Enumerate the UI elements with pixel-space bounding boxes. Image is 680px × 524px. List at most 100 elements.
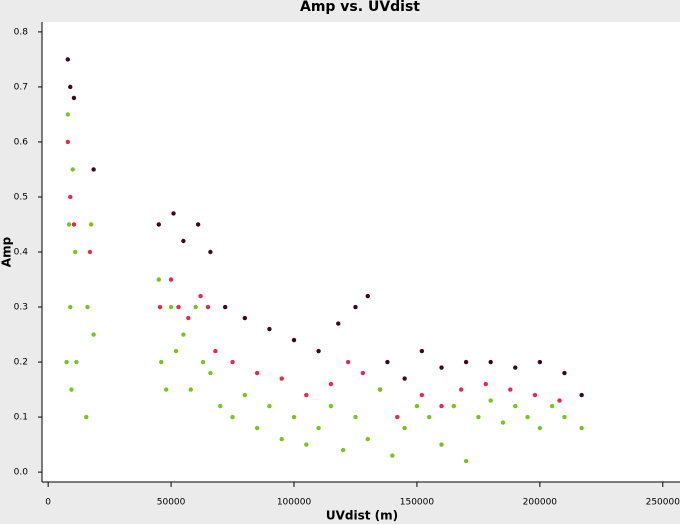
y-tick-label: 0.7	[14, 82, 28, 92]
data-point	[402, 376, 407, 381]
data-point	[439, 365, 444, 370]
data-point	[328, 403, 334, 409]
data-point	[562, 414, 567, 420]
data-point	[205, 304, 211, 310]
data-point	[193, 304, 198, 310]
x-tick-label: 50000	[157, 498, 186, 508]
data-point	[390, 453, 395, 458]
data-point	[500, 420, 506, 425]
data-point	[579, 425, 584, 431]
data-point	[242, 392, 248, 398]
data-point	[414, 403, 420, 409]
data-point	[513, 403, 518, 409]
data-point	[168, 304, 174, 310]
data-point	[365, 293, 370, 299]
data-point	[168, 277, 174, 282]
data-point	[451, 403, 457, 409]
x-tick-label: 150000	[400, 498, 435, 508]
data-point	[66, 222, 72, 227]
data-point	[557, 398, 562, 403]
data-point	[395, 414, 400, 420]
data-point	[65, 112, 71, 117]
data-point	[68, 84, 73, 90]
data-point	[267, 326, 272, 332]
x-tick-label: 100000	[277, 498, 312, 508]
data-point	[353, 304, 358, 310]
data-point	[360, 370, 366, 376]
data-point	[213, 348, 218, 354]
data-point	[64, 359, 69, 365]
data-point	[537, 425, 543, 431]
data-point	[156, 222, 161, 227]
data-point	[463, 359, 469, 365]
data-point	[69, 387, 74, 392]
data-point	[186, 315, 191, 321]
data-point	[181, 332, 186, 337]
data-point	[68, 304, 73, 310]
data-point	[483, 381, 488, 387]
data-point	[163, 387, 169, 392]
data-point	[198, 293, 203, 299]
data-point	[549, 403, 555, 409]
data-point	[304, 442, 309, 447]
data-point	[72, 249, 78, 255]
data-point	[68, 194, 73, 200]
y-tick-label: 0.8	[14, 27, 29, 37]
data-point	[291, 414, 297, 420]
y-tick-label: 0.0	[14, 468, 29, 478]
data-point	[70, 167, 75, 172]
data-point	[508, 387, 513, 392]
data-point	[157, 304, 163, 310]
data-point	[340, 447, 346, 453]
data-point	[488, 359, 493, 365]
data-point	[513, 365, 518, 370]
data-point	[71, 222, 77, 227]
y-axis-label: Amp	[0, 236, 14, 267]
data-point	[488, 398, 493, 403]
data-point	[85, 304, 90, 310]
x-axis-label: UVdist (m)	[326, 509, 398, 523]
data-point	[532, 392, 538, 398]
data-point	[419, 348, 425, 354]
data-point	[427, 414, 432, 420]
data-point	[200, 359, 206, 365]
data-point	[439, 442, 444, 447]
data-point	[463, 458, 469, 464]
data-point	[65, 57, 71, 62]
data-point	[385, 359, 390, 365]
data-point	[458, 387, 464, 392]
data-point	[181, 238, 186, 244]
data-point	[267, 403, 272, 409]
data-point	[316, 425, 321, 431]
data-point	[91, 332, 96, 337]
data-point	[254, 425, 260, 431]
data-point	[156, 277, 161, 282]
x-tick-label: 0	[45, 498, 51, 508]
data-point	[159, 359, 164, 365]
data-point	[230, 359, 235, 365]
data-point	[173, 348, 179, 354]
data-point	[279, 436, 284, 442]
data-point	[91, 167, 96, 172]
y-tick-label: 0.6	[14, 137, 29, 147]
data-point	[171, 211, 176, 216]
data-point	[222, 304, 228, 310]
data-point	[88, 222, 94, 227]
data-point	[336, 321, 341, 326]
y-tick-label: 0.1	[14, 413, 28, 423]
data-point	[525, 414, 530, 420]
data-point	[279, 376, 284, 381]
chart-title: Amp vs. UVdist	[300, 0, 420, 15]
data-point	[291, 337, 297, 343]
data-point	[71, 95, 77, 101]
data-point	[377, 387, 383, 392]
data-point	[242, 315, 248, 321]
data-point	[579, 392, 584, 398]
data-point	[353, 414, 358, 420]
data-point	[230, 414, 235, 420]
data-point	[476, 414, 481, 420]
data-point	[176, 304, 181, 310]
data-point	[74, 359, 79, 365]
